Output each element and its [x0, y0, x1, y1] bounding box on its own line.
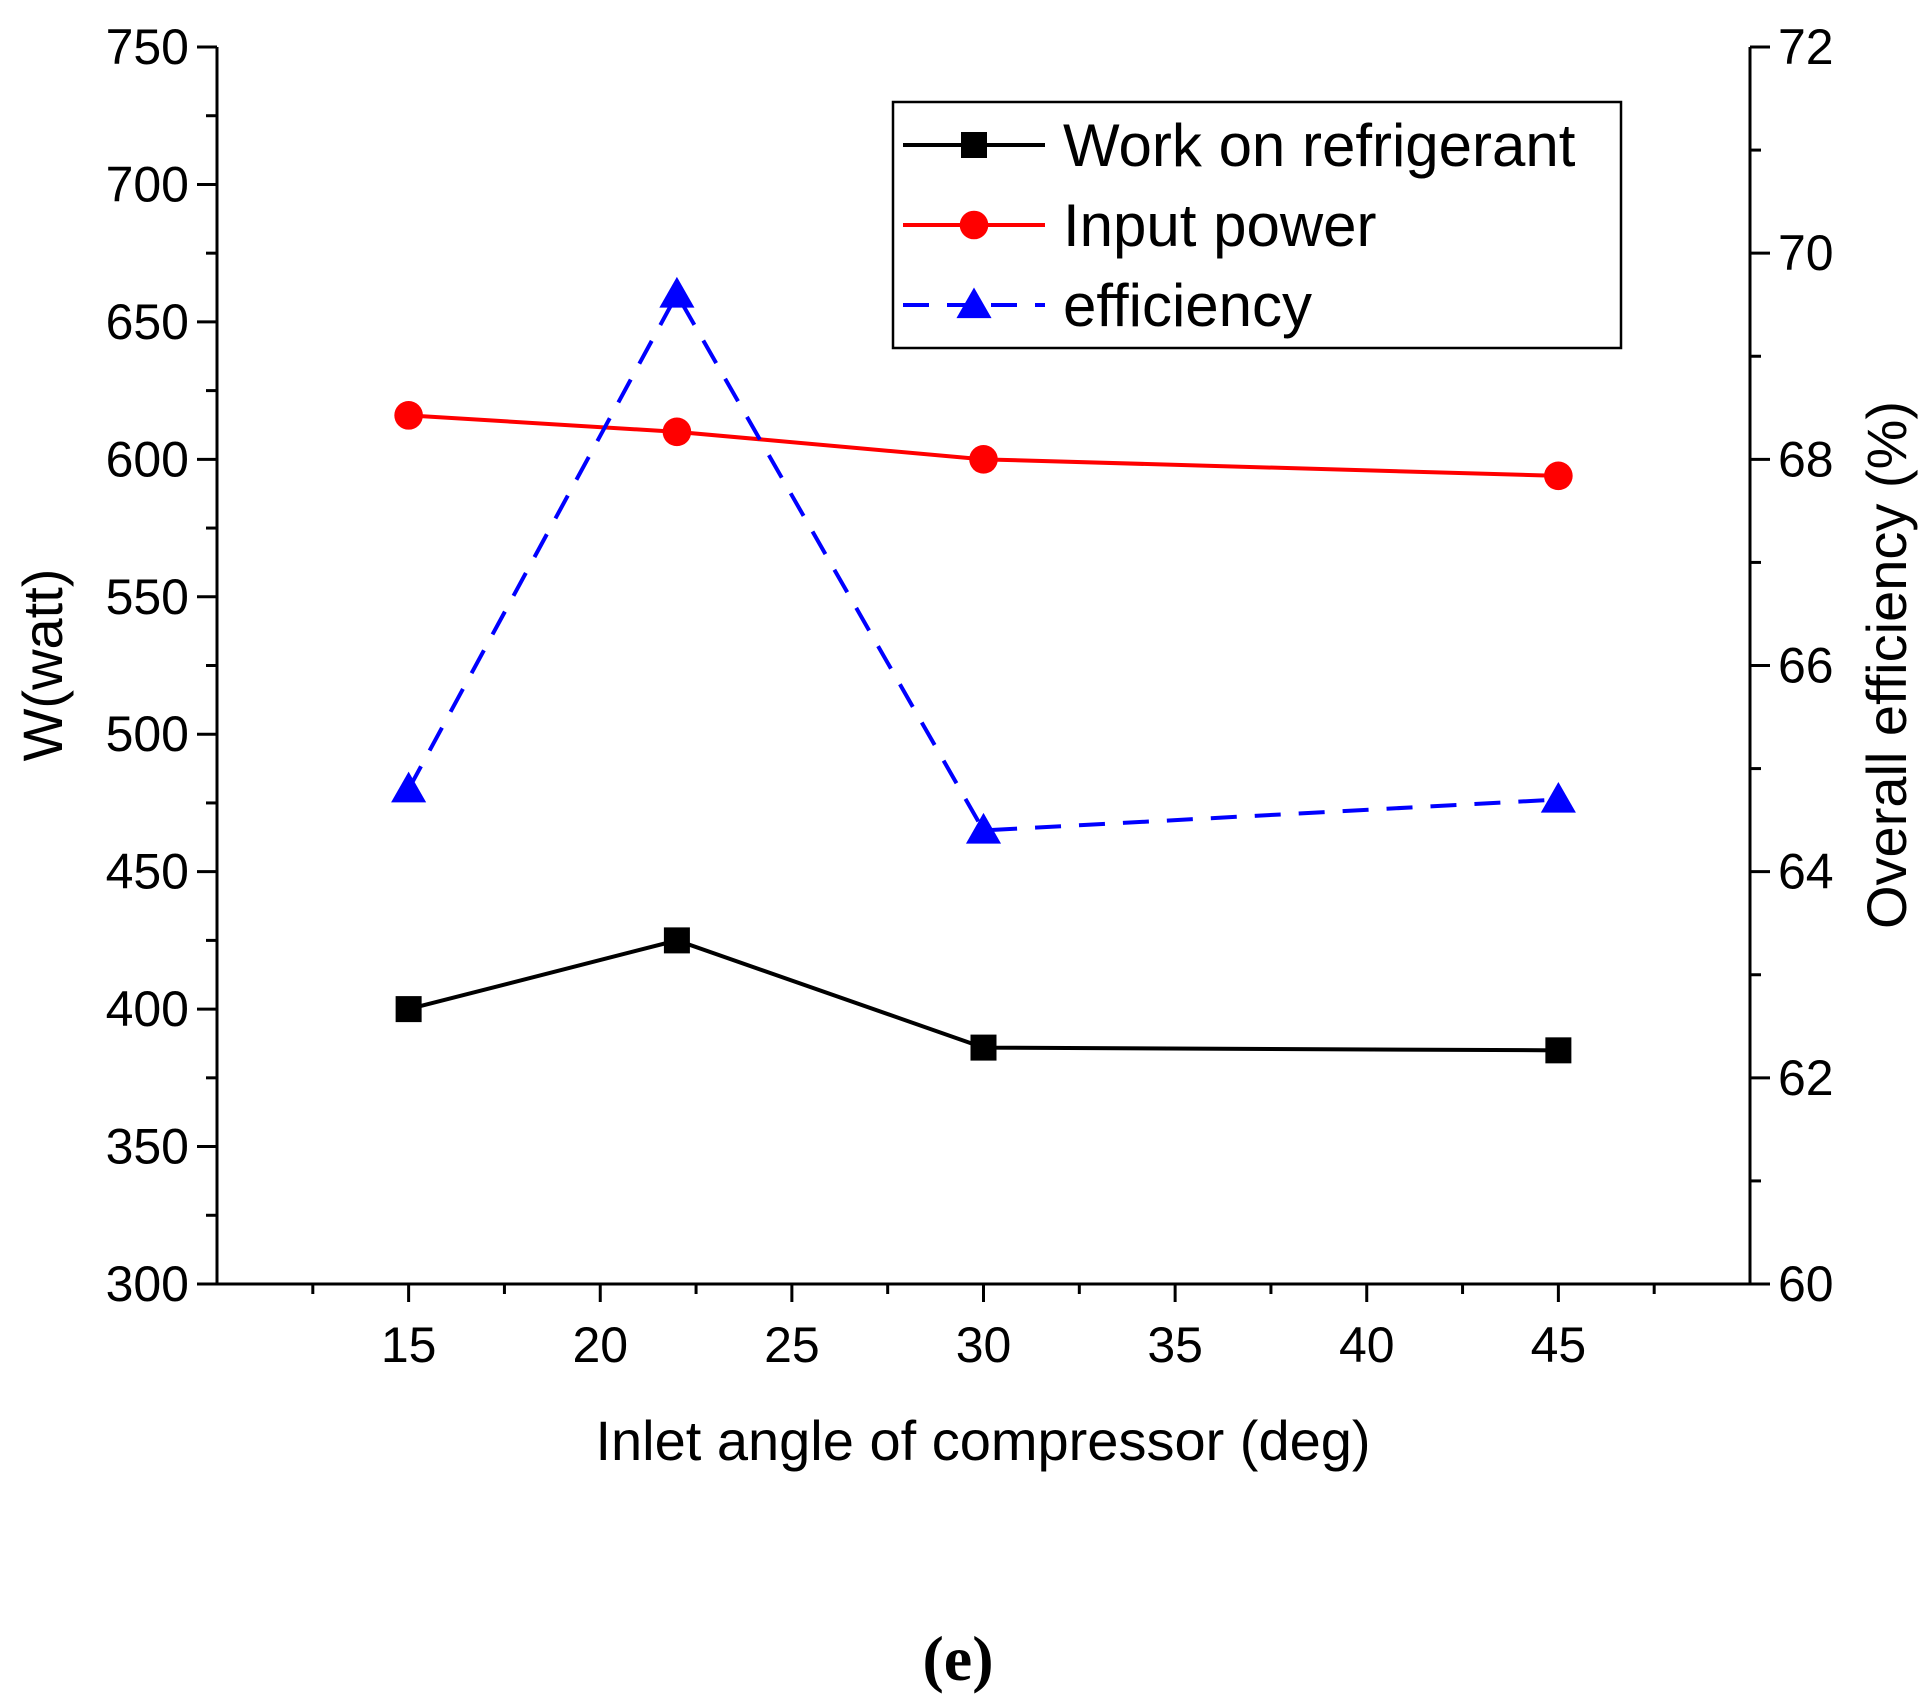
- x-tick-label: 40: [1339, 1317, 1395, 1373]
- data-point-marker: [969, 445, 998, 474]
- series-layer: [391, 276, 1576, 1064]
- x-tick-label: 30: [956, 1317, 1012, 1373]
- figure-caption: (e): [922, 1623, 993, 1694]
- data-point-marker: [970, 1034, 997, 1061]
- y-left-tick-label: 500: [106, 706, 189, 762]
- series-line: [408, 938, 1559, 1053]
- y-left-tick-label: 450: [106, 844, 189, 900]
- y-left-tick-label: 400: [106, 981, 189, 1037]
- x-tick-label: 35: [1147, 1317, 1203, 1373]
- x-tick-label: 45: [1531, 1317, 1587, 1373]
- x-tick-label: 20: [572, 1317, 628, 1373]
- legend-marker: [959, 210, 989, 240]
- data-point-marker: [391, 771, 427, 803]
- y-left-tick-label: 700: [106, 156, 189, 212]
- y-right-tick-label: 70: [1778, 225, 1834, 281]
- axes: 300 350 400 450 500 550 600 650 700 750 60 62 64 66 68…: [106, 19, 1834, 1373]
- y-right-tick-label: 64: [1778, 844, 1834, 900]
- legend-marker: [956, 287, 992, 319]
- y-right-tick-label: 60: [1778, 1256, 1834, 1312]
- x-tick-label: 25: [764, 1317, 820, 1373]
- y-axis-left-title: W(watt): [11, 569, 74, 762]
- data-point-marker: [662, 417, 692, 447]
- data-point-marker: [663, 927, 690, 954]
- data-point-marker: [1545, 1037, 1572, 1064]
- y-left-tick-label: 350: [106, 1119, 189, 1175]
- y-left-tick-label: 550: [106, 569, 189, 625]
- data-point-marker: [965, 812, 1002, 844]
- y-right-tick-label: 62: [1778, 1050, 1834, 1106]
- legend-label: Work on refrigerant: [1063, 112, 1576, 179]
- x-axis-title: Inlet angle of compressor (deg): [595, 1409, 1370, 1472]
- y-right-tick-label: 68: [1778, 431, 1834, 487]
- legend-label: efficiency: [1063, 272, 1312, 339]
- y-right-tick-label: 66: [1778, 638, 1834, 694]
- legend-marker: [961, 132, 987, 158]
- series-efficiency: [391, 276, 1576, 844]
- y-left-tick-label: 650: [106, 294, 189, 350]
- y-axis-right-title: Overall efficiency (%): [1855, 401, 1918, 929]
- y-left-tick-label: 300: [106, 1256, 189, 1312]
- series-work-on-refrigerant: [395, 927, 1572, 1064]
- data-point-marker: [394, 401, 423, 430]
- y-left-tick-label: 600: [106, 431, 189, 487]
- data-point-marker: [659, 276, 695, 308]
- y-left-tick-label: 750: [106, 19, 189, 75]
- data-point-marker: [1544, 461, 1573, 491]
- data-point-marker: [1540, 781, 1576, 813]
- x-tick-label: 15: [381, 1317, 437, 1373]
- series-line: [408, 413, 1559, 478]
- series-line: [406, 290, 1559, 833]
- legend: Work on refrigerant Input power efficiency: [891, 100, 1623, 350]
- y-right-tick-label: 72: [1778, 19, 1834, 75]
- legend-label: Input power: [1063, 192, 1377, 259]
- data-point-marker: [395, 996, 422, 1023]
- series-input-power: [394, 401, 1573, 491]
